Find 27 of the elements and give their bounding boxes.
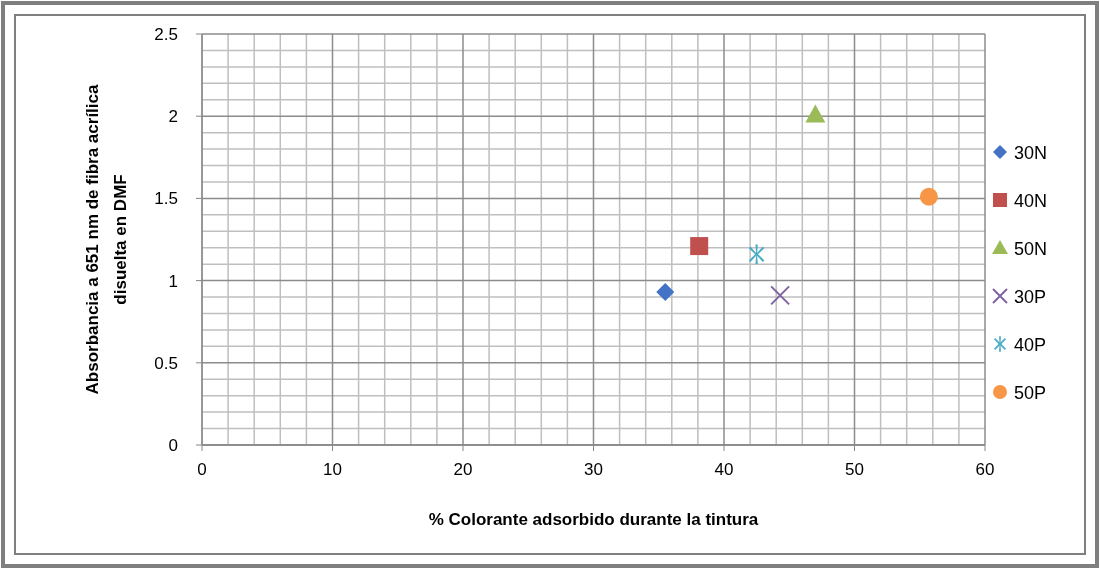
legend-label: 40N	[1014, 191, 1048, 211]
point	[770, 285, 791, 306]
x-tick-label: 40	[714, 460, 734, 479]
legend-label: 30N	[1014, 143, 1048, 163]
y-tick-label: 1	[168, 271, 178, 291]
y-tick-label: 0.5	[154, 353, 178, 373]
legend-label: 50P	[1014, 383, 1047, 403]
y-axis-title: Absorbancia a 651 nm de fibra acrílica disuelta en DMF	[83, 84, 130, 395]
legend-label: 50N	[1014, 239, 1048, 259]
point	[690, 237, 709, 256]
legend-label: 40P	[1014, 335, 1047, 355]
y-tick-label: 2.5	[154, 25, 178, 44]
point	[919, 187, 938, 206]
x-tick-label: 30	[584, 460, 603, 479]
x-tick-label: 50	[845, 460, 864, 479]
point	[748, 244, 765, 265]
x-tick-label: 20	[453, 460, 473, 479]
x-tick-label: 0	[197, 460, 207, 479]
x-tick-label: 60	[975, 460, 995, 479]
y-tick-label: 1.5	[154, 189, 178, 209]
x-axis-title: % Colorante adsorbido durante la tintura	[428, 510, 759, 529]
y-tick-label: 2	[168, 107, 178, 127]
x-tick-label: 10	[323, 460, 342, 479]
point	[805, 104, 826, 123]
y-tick-label: 0	[168, 436, 178, 455]
point	[656, 283, 675, 302]
legend-label: 30P	[1014, 287, 1047, 307]
